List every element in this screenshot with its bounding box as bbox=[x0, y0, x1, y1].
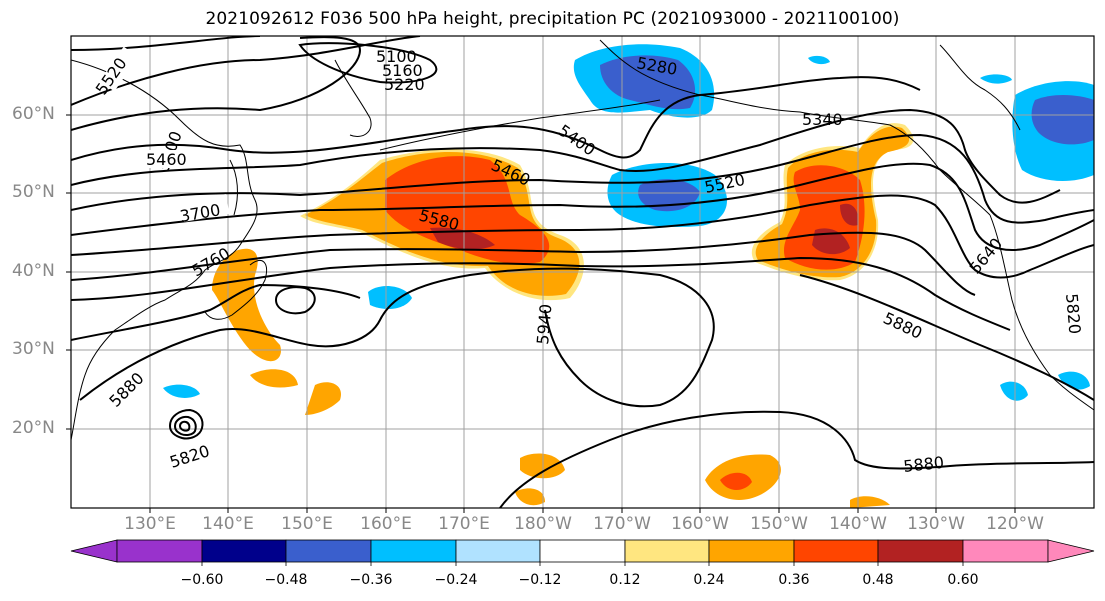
colorbar-tick-label: 0.24 bbox=[693, 572, 725, 588]
map-title: 2021092612 F036 500 hPa height, precipit… bbox=[205, 9, 900, 29]
coastlines bbox=[71, 39, 1094, 441]
lon-label: 170°E bbox=[438, 514, 490, 534]
colorbar bbox=[70, 539, 1095, 566]
coast-sakhalin bbox=[229, 159, 238, 216]
lon-label: 180°W bbox=[514, 514, 572, 534]
lon-label: 150°W bbox=[750, 514, 808, 534]
neg-anomaly-small3 bbox=[1000, 381, 1028, 401]
colorbar-tick-label: −0.60 bbox=[180, 572, 224, 588]
contour-label: 5220 bbox=[384, 75, 425, 94]
colorbar-swatch bbox=[285, 539, 372, 563]
contour-label: 5640 bbox=[966, 234, 1007, 277]
contour-label: 5880 bbox=[105, 369, 147, 411]
neg-anomaly-small2 bbox=[163, 384, 200, 398]
pos-anomaly-west3 bbox=[305, 382, 341, 415]
pos-anomaly-dark bbox=[430, 227, 495, 250]
lat-label: 20°N bbox=[12, 418, 55, 438]
axis-ticks bbox=[66, 114, 1016, 513]
colorbar-tick-label: 0.12 bbox=[609, 572, 641, 588]
contour-label: 5880 bbox=[902, 453, 944, 476]
colorbar-swatch bbox=[455, 539, 541, 563]
lat-label: 50°N bbox=[12, 182, 55, 202]
lon-label: 170°W bbox=[593, 514, 651, 534]
colorbar-tick-label: −0.36 bbox=[349, 572, 393, 588]
lat-label: 60°N bbox=[12, 104, 55, 124]
contour-label: 5100 bbox=[376, 47, 417, 66]
lon-label: 130°E bbox=[124, 514, 176, 534]
coast-aleutians bbox=[379, 99, 661, 151]
colorbar-swatch bbox=[370, 539, 457, 563]
colorbar-swatch bbox=[624, 539, 710, 563]
lon-label: 160°E bbox=[360, 514, 412, 534]
contour-label: 5940 bbox=[533, 303, 555, 345]
colorbar-tick-label: −0.24 bbox=[434, 572, 478, 588]
pos-anomaly-east-dark2 bbox=[840, 203, 859, 226]
colorbar-extend-high bbox=[1047, 539, 1095, 563]
colorbar-swatch bbox=[539, 539, 626, 563]
neg-anomaly-small6 bbox=[980, 74, 1012, 84]
lat-label: 40°N bbox=[12, 261, 55, 281]
colorbar-swatch bbox=[201, 539, 287, 563]
colorbar-swatch bbox=[116, 539, 203, 563]
contour-label: 5340 bbox=[802, 110, 843, 129]
colorbar-tick-label: −0.12 bbox=[518, 572, 562, 588]
colorbar-swatch bbox=[962, 539, 1049, 563]
neg-anomaly-small1 bbox=[368, 286, 412, 310]
colorbar-tick-label: 0.48 bbox=[862, 572, 894, 588]
lat-lon-grid bbox=[71, 36, 1094, 508]
neg-anomaly-canada-dark bbox=[1031, 95, 1094, 145]
pos-anomaly-sub3 bbox=[850, 496, 890, 508]
coast-na-west bbox=[989, 214, 1094, 411]
contour-label: 5160 bbox=[382, 61, 423, 80]
coast-asia bbox=[71, 59, 258, 441]
lat-label: 30°N bbox=[12, 339, 55, 359]
pos-anomaly-hawaii-strong bbox=[720, 472, 752, 490]
lon-label: 160°W bbox=[671, 514, 729, 534]
lon-label: 140°W bbox=[829, 514, 887, 534]
colorbar-tick-label: −0.48 bbox=[264, 572, 308, 588]
colorbar-swatch bbox=[877, 539, 964, 563]
neg-anomaly-small5 bbox=[808, 55, 830, 65]
pos-anomaly-sub2 bbox=[515, 488, 545, 506]
coast-japan bbox=[204, 260, 267, 320]
precip-anomaly-fills bbox=[163, 44, 1094, 508]
contour-label: 5460 bbox=[146, 150, 187, 169]
neg-anomaly-bering-dark bbox=[600, 55, 696, 110]
lon-label: 140°E bbox=[202, 514, 254, 534]
pos-anomaly-strong bbox=[385, 156, 550, 264]
contour-label: 5880 bbox=[880, 308, 925, 342]
colorbar-tick-label: 0.36 bbox=[778, 572, 810, 588]
lon-label: 130°W bbox=[907, 514, 965, 534]
coast-canada bbox=[939, 44, 1021, 131]
height-contours bbox=[71, 36, 1094, 508]
pos-anomaly-west2 bbox=[250, 369, 298, 388]
lon-label: 150°E bbox=[281, 514, 333, 534]
colorbar-swatch bbox=[708, 539, 795, 563]
lon-label: 120°W bbox=[986, 514, 1044, 534]
colorbar-extend-low bbox=[70, 539, 118, 563]
colorbar-swatch bbox=[793, 539, 879, 563]
coast-kamchatka bbox=[334, 59, 372, 137]
contour-label: 5820 bbox=[1062, 293, 1084, 335]
contour-label: 5820 bbox=[167, 441, 212, 472]
colorbar-tick-label: 0.60 bbox=[947, 572, 979, 588]
